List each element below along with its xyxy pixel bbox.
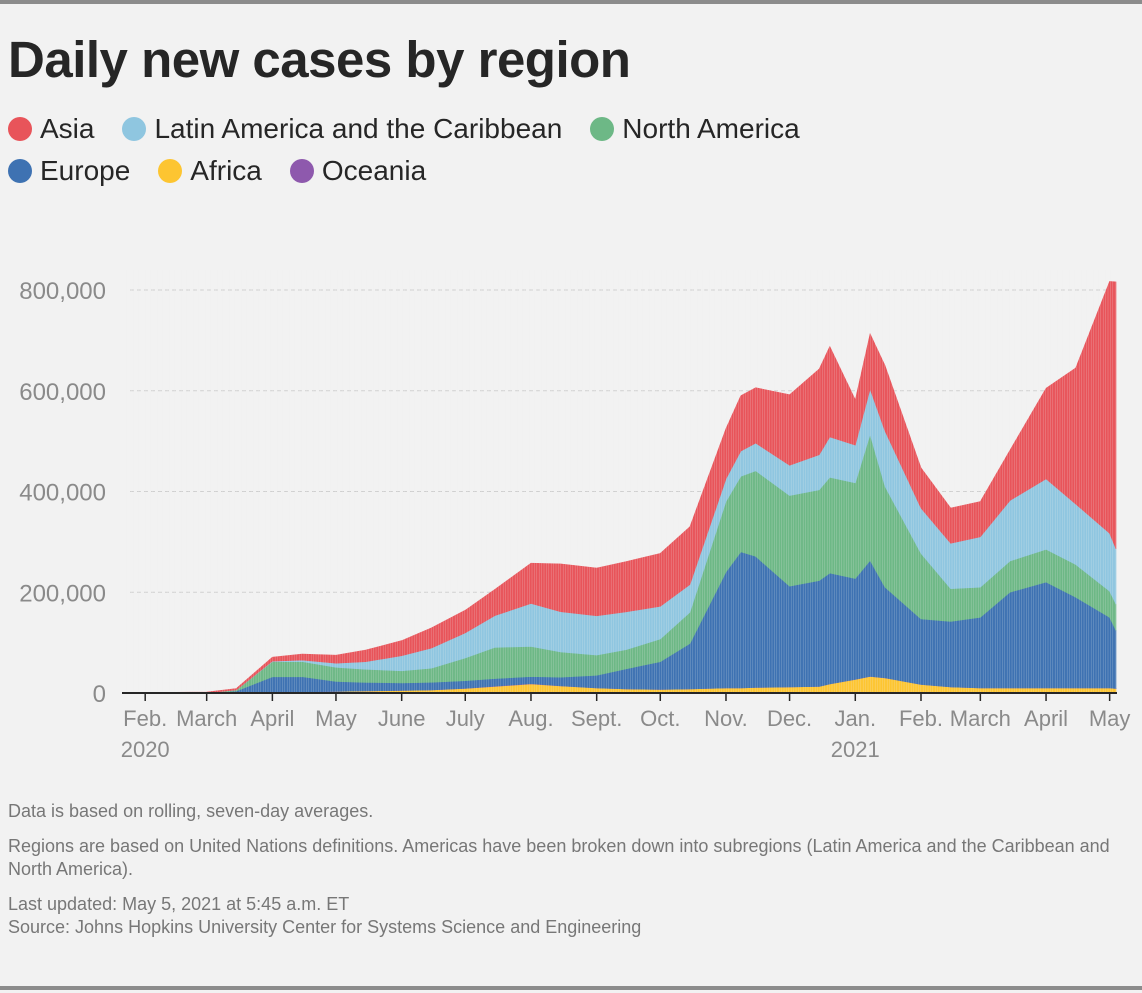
note-rolling-average: Data is based on rolling, seven-day aver… — [8, 801, 374, 821]
x-tick-label: March — [950, 706, 1011, 731]
legend-row: Europe Africa Oceania — [8, 150, 1128, 192]
legend-swatch-north-america — [590, 117, 615, 141]
legend-swatch-asia — [8, 117, 32, 141]
legend-label-oceania: Oceania — [321, 155, 427, 186]
x-tick-label: Jan. — [834, 706, 876, 731]
legend-label-latin-america: Latin America and the Caribbean — [154, 113, 563, 144]
legend-label-europe: Europe — [40, 155, 131, 186]
x-tick-year-label: 2021 — [831, 737, 880, 762]
x-tick-label: Dec. — [767, 706, 812, 731]
top-rule — [0, 0, 1142, 4]
x-tick-label: Sept. — [571, 706, 622, 731]
x-tick-label: March — [176, 706, 237, 731]
last-updated: Last updated: May 5, 2021 at 5:45 a.m. E… — [8, 894, 350, 914]
legend-label-north-america: North America — [622, 113, 800, 144]
y-tick-label: 600,000 — [19, 379, 106, 406]
legend-swatch-latin-america — [122, 117, 147, 141]
x-tick-label: Feb. — [123, 706, 167, 731]
x-tick-label: July — [446, 706, 485, 731]
x-tick-label: May — [1089, 706, 1131, 731]
chart-notes: Data is based on rolling, seven-day aver… — [8, 800, 1128, 951]
x-tick-label: April — [250, 706, 294, 731]
x-tick-label: May — [315, 706, 357, 731]
note-regions: Regions are based on United Nations defi… — [8, 836, 1110, 879]
x-tick-label: June — [378, 706, 426, 731]
legend-swatch-europe — [8, 159, 32, 183]
legend-item-europe: Europe — [8, 155, 130, 187]
legend-item-latin-america: Latin America and the Caribbean — [122, 113, 562, 145]
x-tick-year-label: 2020 — [121, 737, 170, 762]
y-tick-label: 800,000 — [19, 278, 106, 305]
legend-item-oceania: Oceania — [289, 155, 427, 187]
y-tick-label: 0 — [93, 681, 106, 708]
legend-item-asia: Asia — [8, 113, 94, 145]
x-tick-label: Feb. — [899, 706, 943, 731]
legend: Asia Latin America and the Caribbean Nor… — [8, 108, 1128, 192]
legend-row: Asia Latin America and the Caribbean Nor… — [8, 108, 1128, 150]
y-tick-label: 200,000 — [19, 580, 106, 607]
legend-item-north-america: North America — [590, 113, 800, 145]
legend-swatch-africa — [158, 159, 183, 183]
x-tick-label: Nov. — [704, 706, 748, 731]
y-tick-label: 400,000 — [19, 480, 106, 507]
x-tick-label: Aug. — [508, 706, 553, 731]
bottom-rule — [0, 986, 1142, 990]
legend-label-asia: Asia — [40, 113, 95, 144]
source-credit: Source: Johns Hopkins University Center … — [8, 917, 642, 937]
x-tick-label: April — [1024, 706, 1068, 731]
legend-item-africa: Africa — [158, 155, 262, 187]
legend-label-africa: Africa — [190, 155, 262, 186]
legend-swatch-oceania — [289, 159, 314, 183]
stacked-area-chart: 0200,000400,000600,000800,000Feb.2020Mar… — [19, 270, 1131, 762]
x-tick-label: Oct. — [640, 706, 680, 731]
chart-title: Daily new cases by region — [8, 31, 631, 88]
